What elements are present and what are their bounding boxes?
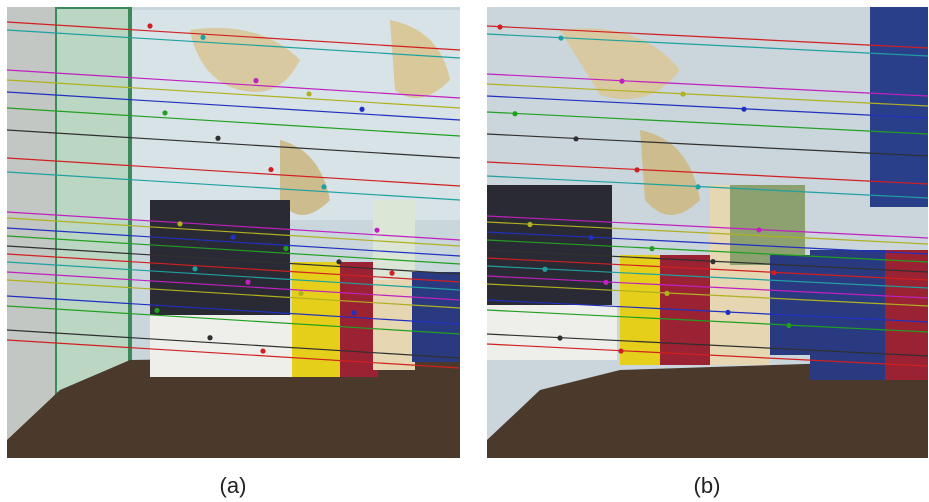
feature-point (321, 184, 326, 189)
feature-point (680, 92, 685, 97)
feature-point (268, 167, 273, 172)
feature-point (786, 323, 791, 328)
feature-point (147, 23, 152, 28)
feature-point (741, 107, 746, 112)
feature-point (351, 310, 356, 315)
feature-point (771, 270, 776, 275)
feature-point (695, 184, 700, 189)
feature-point (177, 221, 182, 226)
feature-point (603, 280, 608, 285)
feature-point (649, 246, 654, 251)
feature-point (253, 78, 258, 83)
feature-point (664, 291, 669, 296)
feature-point (230, 235, 235, 240)
feature-point (306, 91, 311, 96)
feature-point (298, 291, 303, 296)
feature-point (588, 235, 593, 240)
figure: (a) (b) (0, 0, 929, 502)
feature-point (725, 310, 730, 315)
feature-point (558, 35, 563, 40)
feature-point (374, 228, 379, 233)
feature-point (710, 259, 715, 264)
feature-point (512, 111, 517, 116)
feature-point (260, 348, 265, 353)
feature-point (359, 107, 364, 112)
feature-point (245, 280, 250, 285)
feature-point (557, 335, 562, 340)
feature-point (497, 24, 502, 29)
feature-point (618, 348, 623, 353)
feature-point (527, 222, 532, 227)
feature-point (573, 136, 578, 141)
caption: (a) (220, 473, 247, 498)
feature-point (756, 227, 761, 232)
feature-point (192, 266, 197, 271)
feature-point (389, 271, 394, 276)
feature-point (162, 110, 167, 115)
caption: (b) (694, 473, 721, 498)
feature-point (634, 167, 639, 172)
feature-point (154, 308, 159, 313)
feature-point (542, 267, 547, 272)
feature-point (283, 246, 288, 251)
feature-point (336, 259, 341, 264)
feature-point (200, 35, 205, 40)
feature-point (619, 79, 624, 84)
feature-point (215, 136, 220, 141)
feature-point (207, 335, 212, 340)
